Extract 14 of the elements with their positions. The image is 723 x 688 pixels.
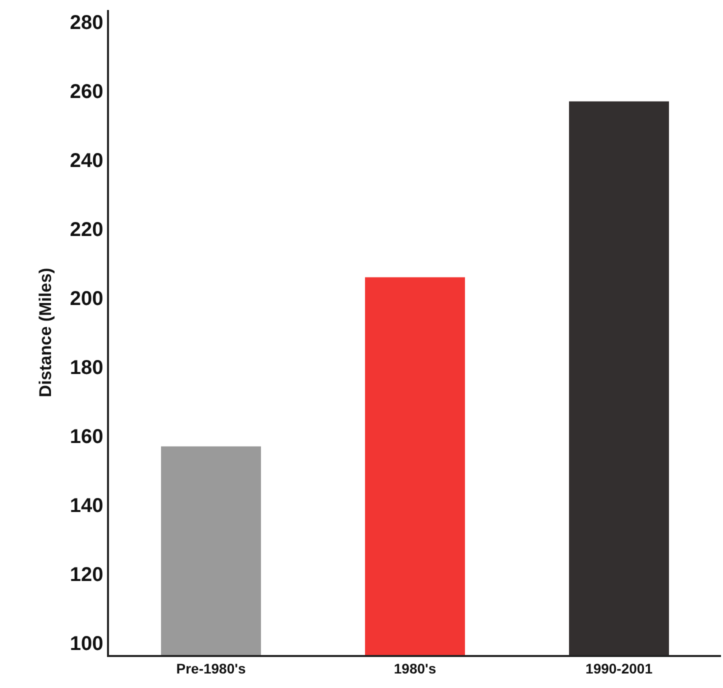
y-tick-label: 280 [70,12,104,34]
y-tick-label: 180 [70,356,104,379]
y-tick-label: 220 [70,219,104,242]
x-tick-label: Pre-1980's [176,660,246,677]
x-tick-label: 1990-2001 [586,660,653,677]
y-tick-label: 160 [70,426,104,448]
y-tick-label: 140 [70,494,104,517]
y-tick-label: 120 [70,564,104,586]
y-tick-label: 100 [70,632,104,655]
y-tick-label: 240 [70,150,104,172]
y-tick-label: 200 [70,288,104,310]
y-tick-label: 260 [70,81,104,104]
y-axis-title: Distance (Miles) [36,268,55,398]
x-tick-label: 1980's [394,660,436,677]
